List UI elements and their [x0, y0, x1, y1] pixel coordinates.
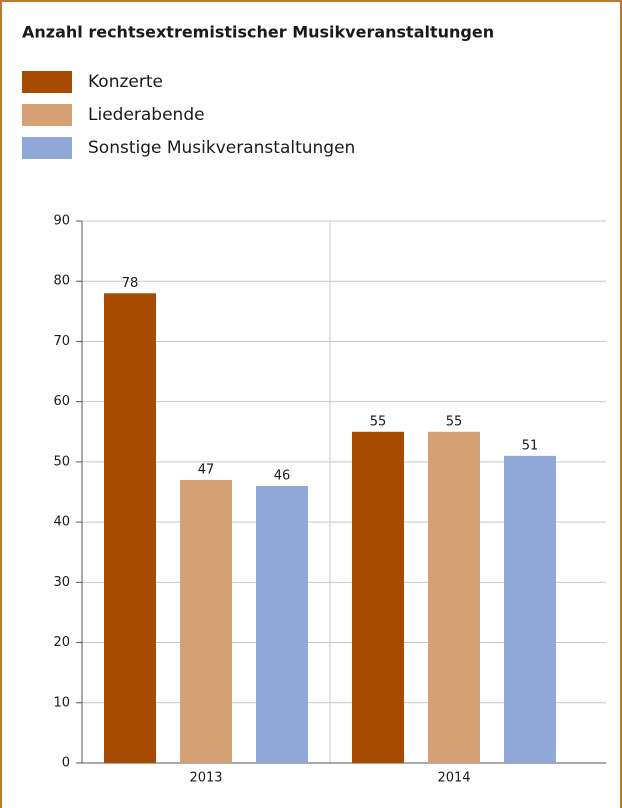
- bar: [104, 293, 156, 763]
- y-tick-label: 60: [53, 394, 70, 409]
- data-label: 47: [198, 462, 215, 477]
- y-tick-label: 0: [62, 756, 70, 771]
- y-tick-label: 10: [53, 695, 70, 710]
- data-label: 55: [446, 414, 463, 429]
- legend-swatch: [22, 71, 72, 93]
- legend-swatch: [22, 137, 72, 159]
- data-label: 46: [274, 468, 291, 483]
- chart-title: Anzahl rechtsextremistischer Musikverans…: [22, 23, 494, 42]
- y-tick-label: 20: [53, 635, 70, 650]
- y-tick-label: 40: [53, 515, 70, 530]
- y-tick-label: 80: [53, 274, 70, 289]
- data-label: 51: [522, 438, 539, 453]
- x-tick-label: 2014: [437, 771, 470, 786]
- y-tick-label: 50: [53, 454, 70, 469]
- bar: [256, 485, 308, 763]
- bar: [180, 479, 232, 763]
- bar: [504, 455, 556, 763]
- data-label: 78: [122, 276, 139, 291]
- legend-label: Sonstige Musikveranstaltungen: [88, 138, 355, 158]
- y-tick-label: 70: [53, 334, 70, 349]
- bar: [428, 431, 480, 763]
- data-label: 55: [370, 414, 387, 429]
- x-tick-label: 2013: [189, 771, 222, 786]
- legend-swatch: [22, 104, 72, 126]
- legend-label: Liederabende: [88, 105, 205, 125]
- legend-label: Konzerte: [88, 72, 163, 92]
- y-tick-label: 30: [53, 575, 70, 590]
- bar: [352, 431, 404, 763]
- y-tick-label: 90: [53, 214, 70, 229]
